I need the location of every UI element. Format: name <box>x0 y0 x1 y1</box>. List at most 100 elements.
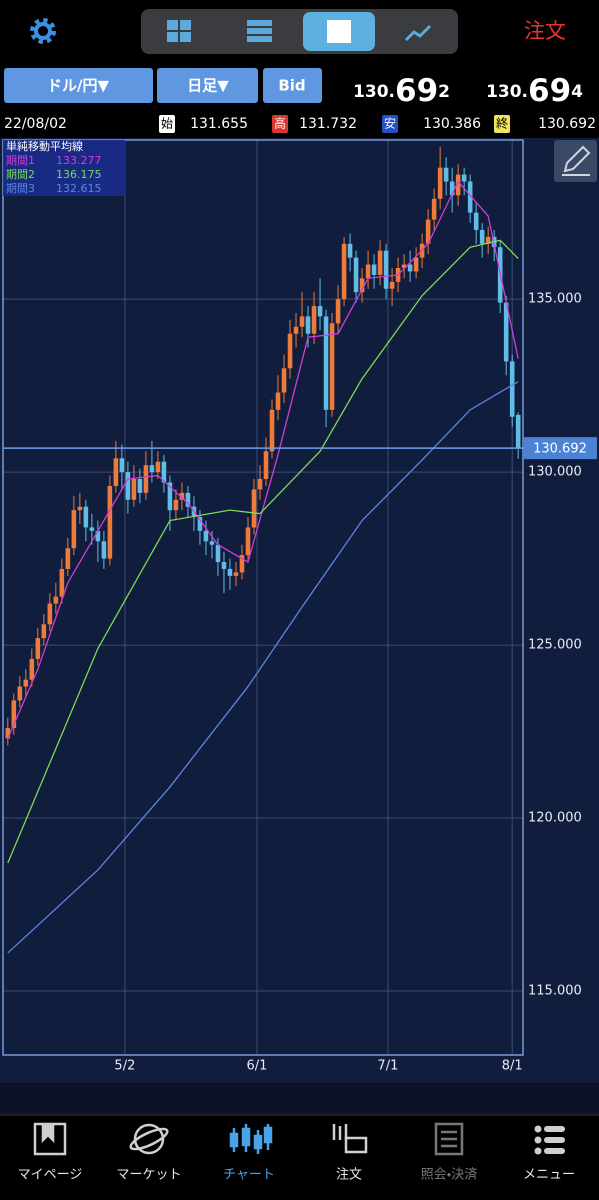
candle-body <box>281 368 287 393</box>
settings-button[interactable] <box>30 18 56 44</box>
legend-value: 133.277 <box>56 154 102 167</box>
candle-body <box>509 361 515 417</box>
candle-body <box>185 492 191 507</box>
nav-label[interactable]: メニュー <box>523 1168 575 1183</box>
x-tick-label: 7/1 <box>377 1059 398 1074</box>
y-tick-label: 120.000 <box>528 811 582 826</box>
candle-body <box>317 306 323 317</box>
order-button[interactable]: 注文 <box>524 19 566 43</box>
candle-body <box>149 465 155 473</box>
pair-button[interactable] <box>4 68 153 103</box>
candle-body <box>143 465 149 493</box>
close-value: 130.692 <box>538 116 596 132</box>
ask-big: 69 <box>528 73 571 109</box>
candle-body <box>335 299 341 324</box>
bid-tail: 2 <box>438 82 450 102</box>
ask-head: 130. <box>486 82 528 102</box>
candle-body <box>455 174 461 196</box>
candle-body <box>443 167 449 182</box>
y-tick-label: 125.000 <box>528 638 582 653</box>
candle-body <box>479 229 485 244</box>
legend: 期間1 133.277 期間2 136.175 期間3 132.615 <box>6 154 102 195</box>
legend-title: 単純移動平均線 <box>6 139 83 153</box>
candle-body <box>347 243 353 258</box>
candle-body <box>47 603 53 625</box>
candle-body <box>137 479 143 493</box>
candle-body <box>269 409 275 452</box>
candle-body <box>275 392 281 410</box>
view-single-button[interactable] <box>303 12 375 51</box>
candle-body <box>473 212 479 230</box>
candle-body <box>293 326 299 334</box>
candle-body <box>53 596 59 604</box>
candle-body <box>329 323 335 410</box>
x-tick-label: 8/1 <box>502 1059 523 1074</box>
view-trend-button[interactable] <box>404 24 432 42</box>
chart-footer <box>0 1083 599 1115</box>
candle-body <box>377 250 383 275</box>
high-label: 高 <box>274 117 286 131</box>
view-list-button[interactable] <box>247 20 272 42</box>
candle-body <box>353 257 359 293</box>
period-button[interactable] <box>157 68 258 103</box>
candle-body <box>257 479 263 490</box>
low-label: 安 <box>384 117 396 131</box>
candle-body <box>245 527 251 556</box>
candle-body <box>83 506 89 528</box>
candle-body <box>503 302 509 362</box>
pair-label[interactable]: ドル/円▼ <box>47 77 109 95</box>
side-button[interactable] <box>263 68 322 103</box>
close-label: 終 <box>496 116 508 131</box>
x-tick-label: 6/1 <box>247 1059 268 1074</box>
candle-body <box>125 472 131 500</box>
legend-name: 期間3 <box>6 182 35 195</box>
candle-body <box>311 306 317 334</box>
y-tick-label: 115.000 <box>528 984 582 999</box>
side-label[interactable]: Bid <box>278 77 305 95</box>
candle-body <box>209 541 215 545</box>
legend-value: 136.175 <box>56 168 102 181</box>
candle-body <box>221 562 227 569</box>
candle-body <box>233 572 239 576</box>
high-value: 131.732 <box>299 116 357 132</box>
candle-body <box>467 181 473 213</box>
ask-price: 130.694 <box>486 73 583 109</box>
candle-body <box>401 264 407 268</box>
plot-frame <box>2 139 524 1056</box>
ask-tail: 4 <box>571 82 583 102</box>
candle-body <box>29 658 35 680</box>
nav-label[interactable]: マーケット <box>116 1168 181 1183</box>
view-grid-button[interactable] <box>167 20 191 42</box>
nav-label[interactable]: チャート <box>223 1168 275 1183</box>
nav-label[interactable]: マイページ <box>18 1168 83 1183</box>
candle-body <box>485 236 491 244</box>
period-label[interactable]: 日足▼ <box>187 77 229 95</box>
candle-body <box>95 530 101 542</box>
candle-body <box>413 257 419 272</box>
candle-body <box>263 451 269 480</box>
candle-body <box>425 219 431 244</box>
close-badge <box>494 115 510 133</box>
low-value: 130.386 <box>423 116 481 132</box>
candle-body <box>305 316 311 334</box>
y-tick-label: 135.000 <box>528 292 582 307</box>
open-value: 131.655 <box>190 116 248 132</box>
nav-icons <box>33 1122 565 1156</box>
candle-body <box>227 568 233 576</box>
candle-body <box>23 679 29 687</box>
nav-label[interactable]: 注文 <box>336 1168 362 1183</box>
candle-body <box>113 458 119 486</box>
candle-body <box>389 281 395 289</box>
nav-label[interactable]: 照会・決済 <box>421 1168 477 1183</box>
candle-body <box>359 278 365 293</box>
legend-name: 期間1 <box>6 154 35 167</box>
candle-body <box>77 506 83 511</box>
candle-body <box>17 686 23 701</box>
candle-body <box>179 492 185 500</box>
draw-tool-button[interactable] <box>554 140 597 182</box>
candle-body <box>107 485 113 559</box>
bid-big: 69 <box>395 73 438 109</box>
candle-body <box>197 517 203 531</box>
candle-body <box>161 461 167 483</box>
